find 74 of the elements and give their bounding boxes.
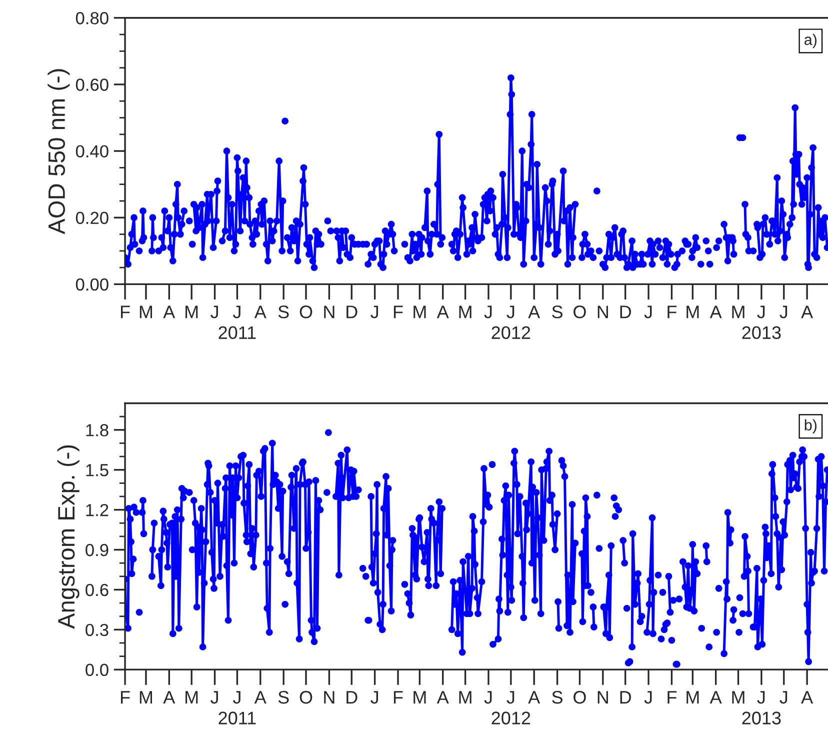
y-tick-label: 0.0 bbox=[86, 664, 108, 676]
x-tick-label: M bbox=[414, 691, 426, 704]
x-tick-label: A bbox=[801, 691, 814, 704]
x-tick-label: J bbox=[370, 691, 378, 704]
x-tick-label: D bbox=[620, 691, 631, 704]
x-tick-label: M bbox=[186, 691, 198, 704]
x-tick-label: F bbox=[668, 306, 676, 318]
x-tick-label: J bbox=[780, 306, 788, 318]
y-tick-label: 1.2 bbox=[86, 504, 108, 516]
y-axis-title: AOD 550 nm (-) bbox=[48, 69, 70, 234]
x-tick-label: S bbox=[278, 690, 289, 704]
x-tick-label: A bbox=[163, 691, 176, 704]
y-axis-title: Angstrom Exp. (-) bbox=[57, 445, 80, 629]
y-tick-label: 1.5 bbox=[86, 464, 108, 476]
x-tick-label: J bbox=[780, 691, 788, 704]
x-tick-label: M bbox=[732, 691, 744, 704]
y-tick-label: 0.6 bbox=[86, 584, 108, 596]
x-tick-label: J bbox=[484, 691, 492, 704]
x-tick-label: A bbox=[710, 306, 722, 318]
x-tick-label: M bbox=[140, 691, 152, 704]
x-tick-label: J bbox=[210, 306, 218, 318]
x-tick-label: F bbox=[120, 306, 130, 318]
x-tick-label: F bbox=[668, 691, 676, 704]
x-tick-label: S bbox=[552, 690, 562, 704]
x-tick-label: J bbox=[370, 306, 378, 318]
y-tick-label: 0.60 bbox=[76, 78, 108, 91]
y-tick-label: 0.00 bbox=[76, 278, 108, 291]
x-tick-label: N bbox=[598, 306, 608, 318]
x-tick-label: S bbox=[278, 306, 289, 318]
annotation: b) bbox=[804, 419, 817, 434]
x-tick-label: M bbox=[686, 691, 699, 704]
x-tick-label: A bbox=[710, 691, 722, 704]
x-tick-label: J bbox=[644, 691, 652, 704]
x-tick-label: A bbox=[436, 306, 449, 318]
x-tick-label: O bbox=[300, 690, 312, 704]
x-tick-label: J 2011 bbox=[218, 306, 256, 340]
x-tick-label: D bbox=[620, 306, 631, 318]
x-tick-label: J bbox=[210, 691, 218, 704]
x-tick-label: M bbox=[686, 306, 699, 318]
x-tick-label: O bbox=[574, 306, 586, 318]
x-tick-label: J bbox=[644, 306, 652, 318]
x-tick-label: M bbox=[459, 691, 472, 704]
x-tick-label: N bbox=[598, 691, 608, 704]
y-tick-label: 1.8 bbox=[86, 424, 108, 436]
x-tick-label: A bbox=[528, 306, 540, 318]
x-tick-label: A bbox=[163, 306, 176, 318]
x-tick-label: O bbox=[574, 690, 586, 704]
x-tick-label: N bbox=[324, 306, 334, 318]
x-tick-label: O bbox=[300, 306, 312, 318]
x-tick-label: D bbox=[346, 691, 358, 704]
x-tick-label: J bbox=[484, 306, 492, 318]
x-tick-label: M bbox=[459, 306, 472, 318]
x-tick-label: F bbox=[394, 306, 403, 318]
annotation: a) bbox=[804, 34, 817, 48]
y-tick-label: 0.40 bbox=[76, 145, 108, 158]
x-tick-label: S bbox=[552, 306, 562, 318]
x-tick-label: A bbox=[528, 691, 540, 704]
x-tick-label: A bbox=[436, 691, 449, 704]
x-tick-label: A bbox=[254, 691, 266, 704]
x-tick-label: F bbox=[394, 691, 403, 704]
x-tick-label: N bbox=[324, 691, 334, 704]
x-tick-label: M bbox=[414, 306, 426, 318]
x-tick-label: M bbox=[732, 306, 744, 318]
y-tick-label: 0.3 bbox=[86, 624, 108, 636]
x-tick-label: M bbox=[140, 306, 152, 318]
x-tick-label: D bbox=[346, 306, 358, 318]
y-tick-label: 0.20 bbox=[76, 212, 108, 224]
y-tick-label: 0.9 bbox=[86, 544, 108, 556]
x-tick-label: J 2011 bbox=[218, 691, 256, 724]
x-tick-label: M bbox=[186, 306, 198, 318]
x-tick-label: A bbox=[254, 306, 266, 318]
x-tick-label: A bbox=[801, 306, 814, 318]
x-tick-label: F bbox=[120, 691, 130, 704]
y-tick-label: 0.80 bbox=[76, 12, 108, 24]
